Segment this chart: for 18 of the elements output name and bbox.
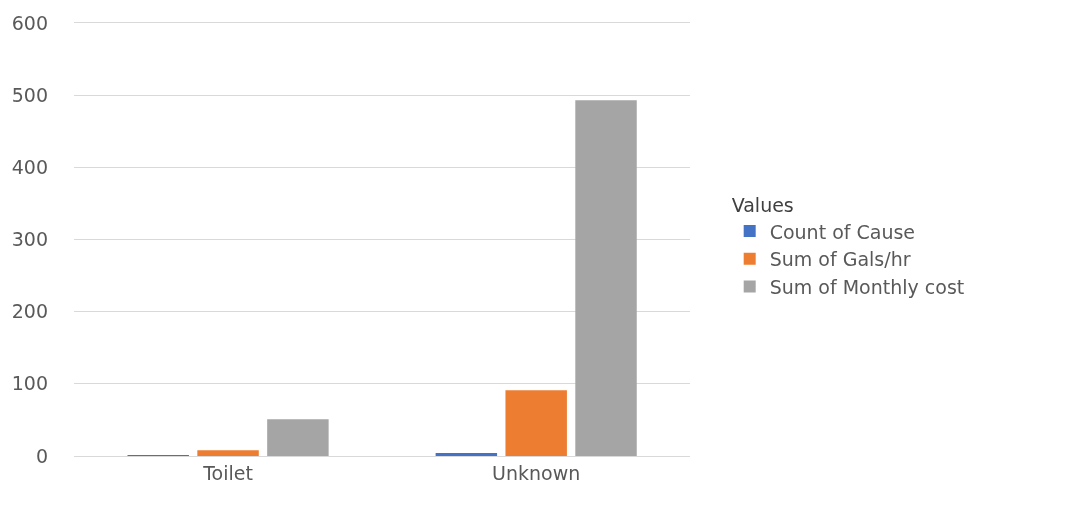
x-tick-label: Toilet (202, 461, 253, 484)
y-tick-label: 100 (11, 372, 48, 395)
y-tick-label: 600 (11, 11, 48, 34)
bar (197, 450, 259, 456)
bar (505, 390, 567, 456)
legend-label: Sum of Monthly cost (769, 275, 965, 298)
bar (267, 419, 329, 456)
bar (575, 100, 637, 456)
legend-label: Sum of Gals/hr (769, 248, 911, 271)
legend-label: Count of Cause (769, 220, 916, 243)
legend-title: Values (731, 194, 794, 217)
y-tick-label: 400 (11, 155, 48, 178)
x-tick-label: Unknown (492, 461, 581, 484)
y-tick-label: 500 (11, 83, 48, 106)
y-tick-label: 0 (35, 444, 48, 467)
y-tick-label: 300 (11, 228, 48, 251)
bar (435, 453, 498, 456)
y-tick-label: 200 (11, 300, 48, 323)
